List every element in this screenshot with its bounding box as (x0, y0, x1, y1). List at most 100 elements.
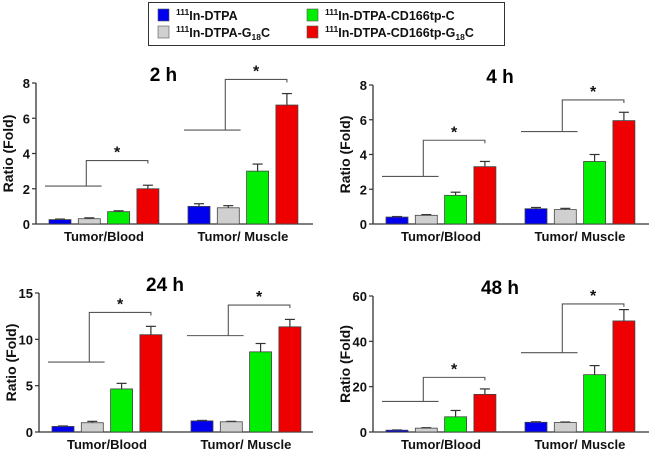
y-tick-label: 40 (353, 334, 367, 349)
legend-box (148, 2, 505, 46)
panel-title: 24 h (146, 275, 184, 296)
legend-label-sup: 111 (325, 7, 339, 17)
panel-4h: 4 h Ratio (Fold) 0 2 4 6 8 Tumor/Blood * Tumor/ M… (337, 67, 649, 244)
bar (444, 416, 468, 433)
bar (219, 421, 243, 433)
significance-star: * (590, 288, 597, 305)
bar (414, 427, 438, 433)
bar (524, 208, 548, 225)
y-tick-label: 0 (360, 217, 367, 232)
bar (216, 207, 240, 225)
legend-label-main: In-DTPA (189, 9, 237, 23)
panel-title: 48 h (481, 278, 519, 299)
legend-label-sup: 111 (325, 24, 339, 34)
y-tick-label: 8 (23, 76, 30, 91)
legend-label-sub: 18 (252, 32, 262, 42)
bar (612, 320, 636, 433)
legend-item: 111In-DTPA-CD166tp-C (306, 7, 455, 23)
bar (190, 420, 214, 433)
y-tick-label: 2 (360, 182, 367, 197)
y-tick-label: 60 (353, 289, 367, 304)
y-tick-label: 5 (26, 379, 33, 394)
legend-label-sup: 111 (176, 7, 190, 17)
y-tick-label: 8 (360, 78, 367, 93)
significance-bracket (521, 303, 625, 354)
legend-label-main: In-DTPA-CD166tp-C (338, 9, 454, 23)
y-tick-label: 4 (23, 147, 31, 162)
y-axis-label: Ratio (Fold) (0, 115, 16, 193)
panel-2h: 2 h Ratio (Fold) 0 2 4 6 8 Tumor/Blood * Tumor/ M… (0, 63, 313, 244)
x-category-label: Tumor/Blood (401, 229, 481, 244)
y-tick-label: 4 (360, 148, 368, 163)
panel-title: 2 h (150, 65, 177, 86)
legend-swatch (306, 25, 319, 39)
bar (110, 388, 133, 433)
significance-star: * (117, 296, 124, 313)
significance-star: * (114, 145, 121, 162)
bar (77, 218, 101, 225)
bar (473, 166, 497, 225)
x-category-label: Tumor/ Muscle (535, 229, 626, 244)
y-tick-label: 0 (23, 217, 30, 232)
legend-item: 111In-DTPA-G18C (157, 24, 270, 42)
bar (51, 426, 75, 433)
bar (187, 205, 211, 225)
legend-item: 111In-DTPA (157, 7, 238, 23)
bar (524, 421, 548, 433)
bar (385, 429, 409, 433)
legend-label: 111In-DTPA-G18C (176, 24, 270, 42)
bar (553, 209, 577, 225)
legend-label-main: In-DTPA-G (189, 26, 251, 40)
y-axis-label: Ratio (Fold) (3, 324, 19, 402)
bar (107, 211, 130, 225)
bar (473, 393, 497, 433)
significance-bracket (184, 78, 288, 131)
legend-item: 111In-DTPA-CD166tp-G18C (306, 24, 474, 42)
y-tick-label: 6 (23, 111, 30, 126)
legend-label: 111In-DTPA (176, 7, 238, 23)
legend-swatch (157, 25, 170, 39)
y-tick-label: 10 (19, 332, 33, 347)
significance-star: * (253, 63, 260, 80)
y-tick-label: 6 (360, 113, 367, 128)
x-category-label: Tumor/Blood (64, 229, 144, 244)
bar (583, 374, 606, 433)
y-tick-label: 0 (360, 425, 367, 440)
significance-bracket (45, 160, 149, 187)
x-category-label: Tumor/Blood (67, 437, 147, 449)
x-category-label: Tumor/ Muscle (201, 437, 292, 449)
bar (583, 161, 606, 225)
significance-bracket (187, 304, 291, 337)
bar (139, 334, 163, 433)
significance-bracket (382, 139, 486, 177)
significance-star: * (590, 84, 597, 101)
legend-label-tail: C (465, 26, 474, 40)
bar (612, 120, 636, 225)
legend: 111In-DTPA111In-DTPA-G18C111In-DTPA-CD16… (148, 2, 505, 46)
legend-label-sub: 18 (455, 32, 465, 42)
bar (385, 216, 409, 225)
bar (249, 351, 273, 433)
significance-star: * (451, 361, 458, 378)
y-axis-label: Ratio (Fold) (337, 116, 353, 194)
bar (48, 219, 72, 225)
significance-bracket (382, 376, 486, 402)
y-axis-label: Ratio (Fold) (337, 325, 353, 403)
bar (80, 422, 104, 433)
legend-swatch (306, 8, 319, 22)
x-category-label: Tumor/ Muscle (198, 229, 289, 244)
y-tick-label: 2 (23, 182, 30, 197)
x-category-label: Tumor/ Muscle (535, 437, 626, 449)
significance-bracket (48, 311, 152, 363)
bar (444, 194, 468, 225)
legend-label: 111In-DTPA-CD166tp-G18C (325, 24, 474, 42)
y-tick-label: 15 (19, 286, 33, 301)
legend-label-main: In-DTPA-CD166tp-G (338, 26, 455, 40)
y-tick-label: 20 (353, 380, 367, 395)
panel-48h: 48 h Ratio (Fold) 0 20 40 60 Tumor/Blood * Tumor… (337, 278, 649, 449)
bar (414, 214, 438, 225)
bar (275, 104, 299, 225)
legend-label: 111In-DTPA-CD166tp-C (325, 7, 455, 23)
legend-label-sup: 111 (176, 24, 190, 34)
